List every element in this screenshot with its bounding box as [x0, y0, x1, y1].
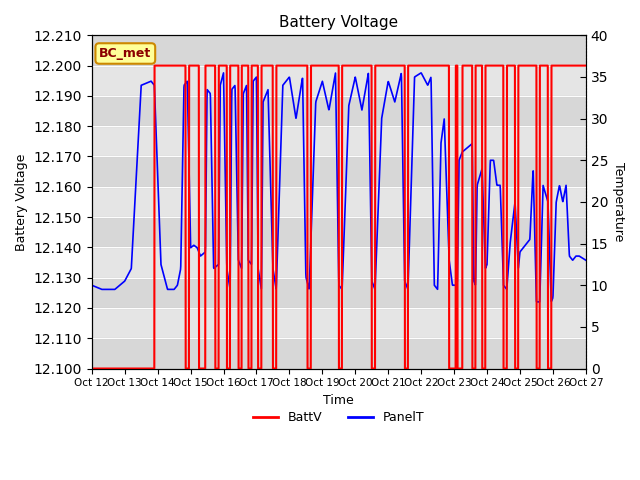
Bar — [92, 247, 586, 277]
Bar — [92, 36, 586, 66]
Bar — [92, 187, 586, 217]
X-axis label: Time: Time — [323, 394, 354, 407]
Y-axis label: Battery Voltage: Battery Voltage — [15, 153, 28, 251]
Bar — [92, 277, 586, 308]
Bar — [92, 66, 586, 96]
Bar — [92, 156, 586, 187]
Text: BC_met: BC_met — [99, 47, 152, 60]
Bar — [92, 126, 586, 156]
Y-axis label: Temperature: Temperature — [612, 162, 625, 241]
Bar — [92, 338, 586, 369]
Legend: BattV, PanelT: BattV, PanelT — [248, 406, 429, 429]
Bar — [92, 217, 586, 247]
Bar — [92, 96, 586, 126]
Bar — [92, 308, 586, 338]
Title: Battery Voltage: Battery Voltage — [279, 15, 398, 30]
